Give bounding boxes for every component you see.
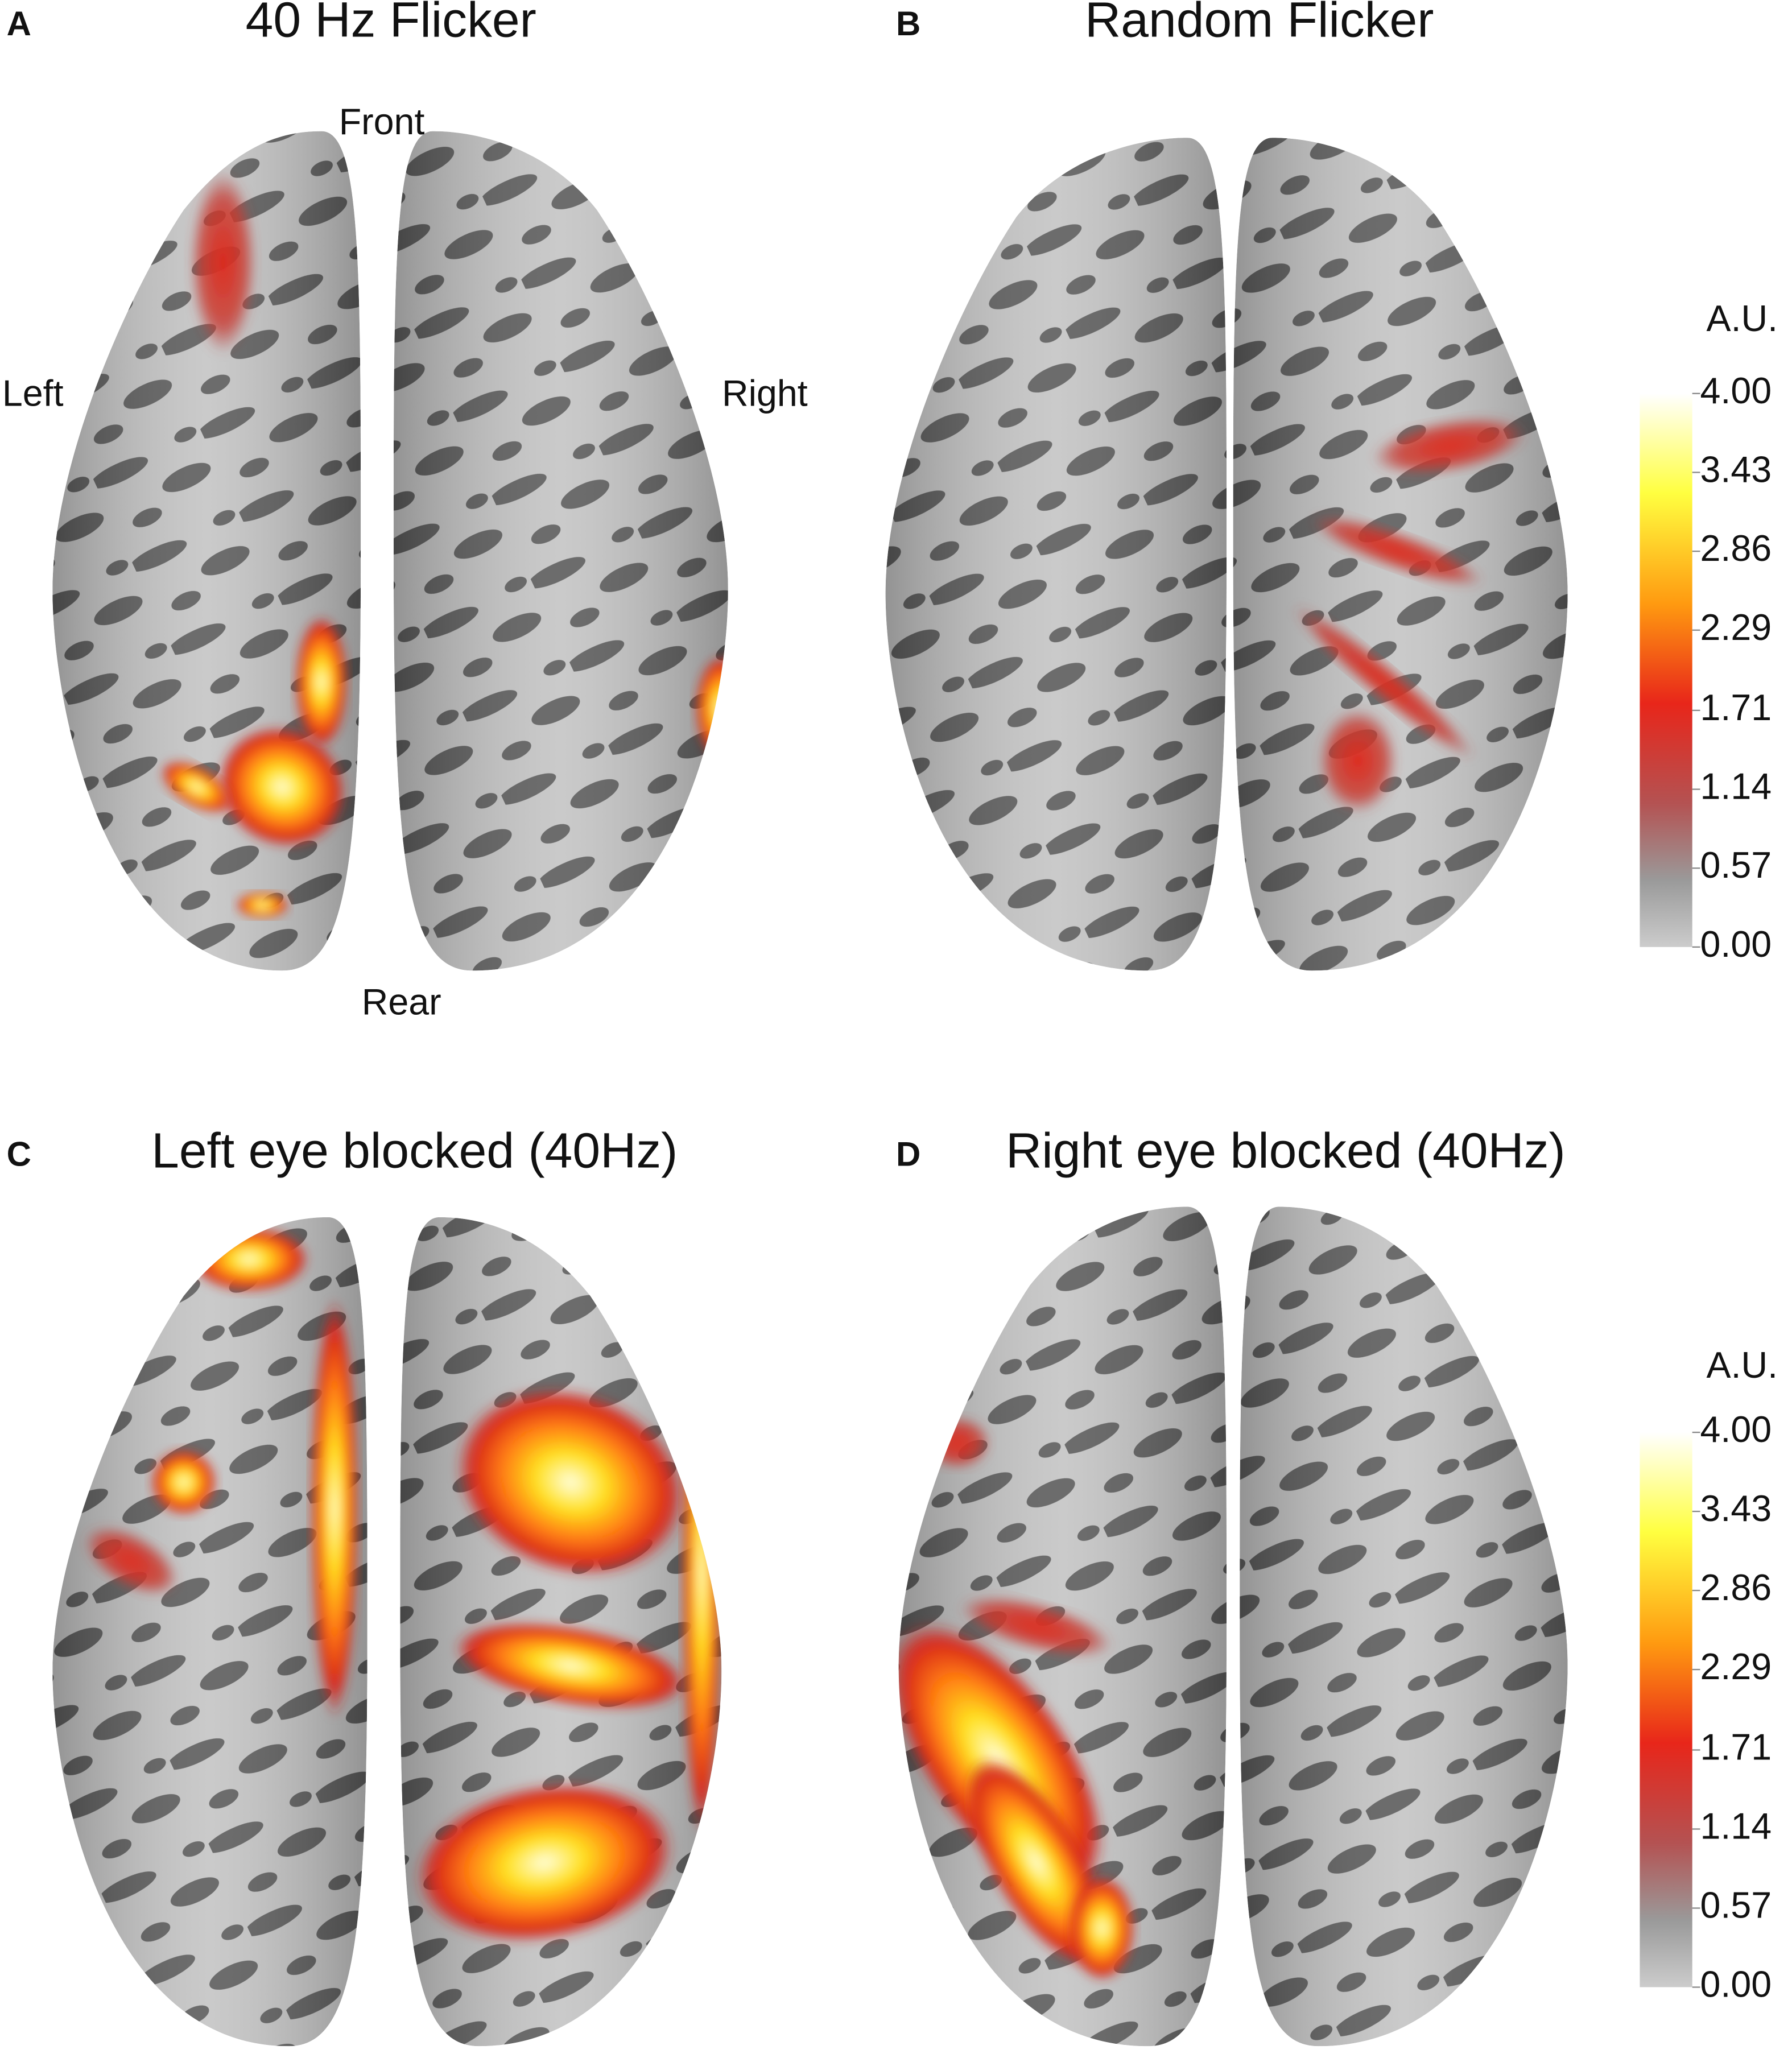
orientation-label: Rear [362,981,441,1022]
activation [295,616,348,748]
panel-letter: D [896,1135,920,1173]
colorbar-tick-label: 3.43 [1700,1488,1772,1529]
colorbar-tick-label: 2.86 [1700,528,1772,569]
colorbar [1640,393,1692,947]
activation [161,761,233,813]
activation [190,170,256,354]
colorbar-unit: A.U. [1707,298,1778,339]
hemisphere [885,138,1227,971]
colorbar-tick-label: 1.14 [1700,1806,1772,1847]
cortex-shading [885,138,1227,971]
activation [711,724,728,850]
colorbar-tick-label: 0.00 [1700,1964,1772,2005]
panel-title: Right eye blocked (40Hz) [1006,1122,1566,1178]
activation [218,726,346,848]
colorbar-tick-label: 4.00 [1700,1409,1772,1450]
cortex-shading [52,1217,368,2047]
brain-renderings [52,131,1568,2047]
activation [1293,605,1475,759]
hemisphere [1233,138,1568,971]
activation [455,1387,686,1578]
activation [682,1311,722,1837]
hemisphere [52,1217,368,2047]
panel-letter: A [7,5,31,43]
activation [190,1226,308,1292]
panel-title: 40 Hz Flicker [246,0,536,48]
cortex-shading [1240,1206,1568,2047]
activation [1069,1875,1135,1981]
colorbar-tick-label: 1.71 [1700,687,1772,728]
colorbar-tick-label: 0.57 [1700,1885,1772,1926]
panel-letter: B [896,5,920,43]
hemisphere [52,131,361,971]
activation [84,1526,179,1596]
activation [767,889,833,920]
activation [695,655,728,761]
orientation-label: Left [2,373,64,414]
activation [960,1596,1113,1658]
activation [414,1782,675,1944]
activation [1372,416,1527,476]
activation [924,1416,991,1469]
panel-title: Random Flicker [1085,0,1434,48]
hemisphere [898,1206,1227,2047]
hemisphere [1240,1206,1568,2047]
colorbar-tick-label: 1.14 [1700,766,1772,807]
colorbar [1640,1432,1692,1987]
hemisphere [400,1217,722,2047]
activation [151,1449,217,1515]
colorbar-unit: A.U. [1707,1345,1778,1386]
orientation-label: Front [339,101,425,142]
activation [1318,708,1397,813]
colorbar-tick-label: 3.43 [1700,449,1772,490]
colorbar-tick-label: 4.00 [1700,370,1772,411]
hemisphere [393,131,922,971]
panel-letter: C [7,1135,31,1173]
colorbar-tick-label: 2.29 [1700,607,1772,648]
panel-title: Left eye blocked (40Hz) [151,1122,678,1178]
colorbar-tick-label: 0.00 [1700,924,1772,965]
orientation-label: Right [722,373,808,414]
colorbar-tick-label: 2.86 [1700,1567,1772,1608]
colorbar-tick-label: 1.71 [1700,1727,1772,1768]
activation [810,777,922,850]
cortex-shading [393,131,728,971]
activation [236,892,289,919]
colorbar-tick-label: 0.57 [1700,845,1772,886]
activation [1310,515,1484,587]
activation [311,1298,358,1718]
activation [454,1622,687,1710]
colorbar-tick-label: 2.29 [1700,1646,1772,1687]
